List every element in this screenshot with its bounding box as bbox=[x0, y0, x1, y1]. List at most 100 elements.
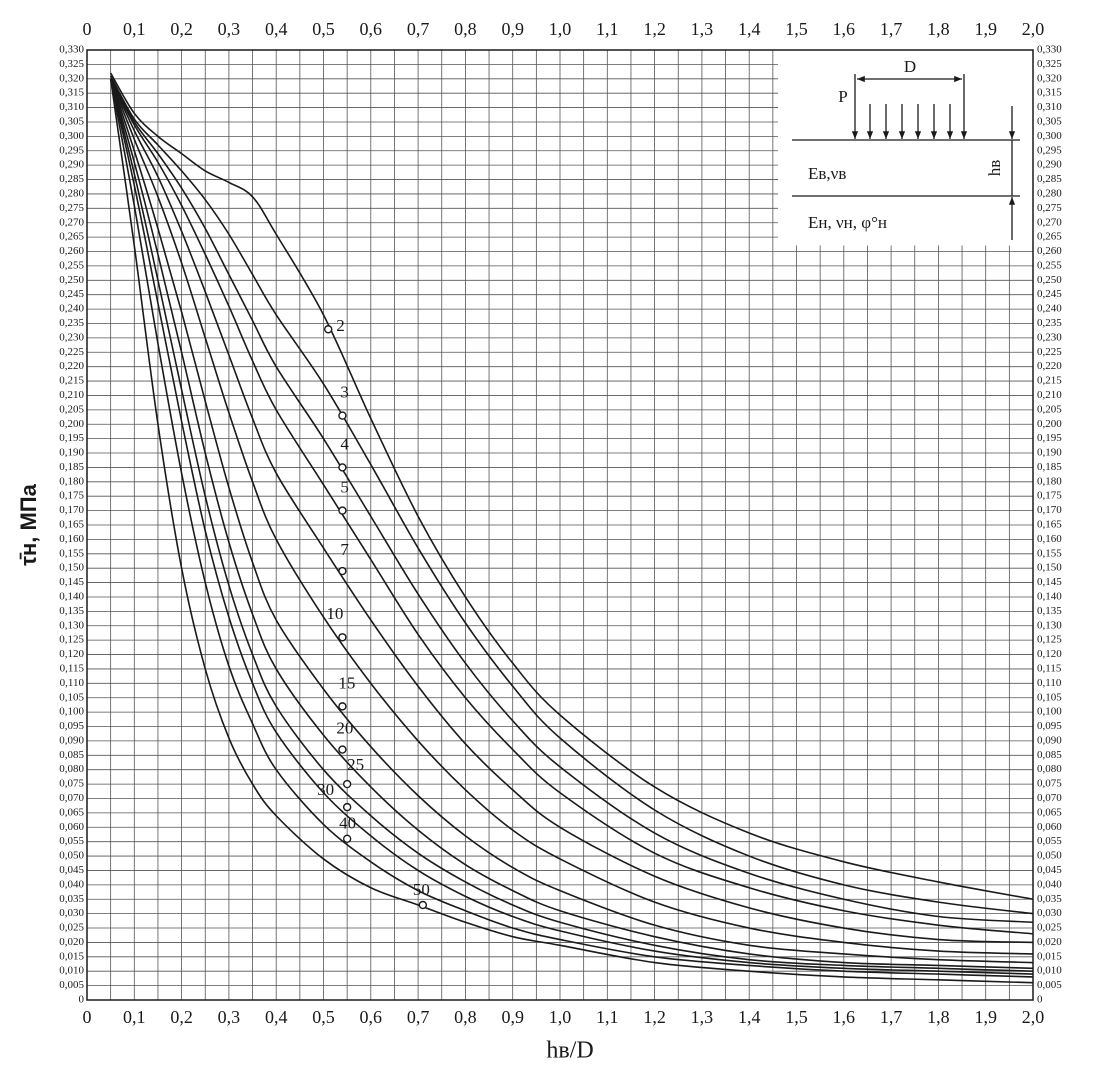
curve-label: 7 bbox=[340, 540, 349, 559]
curve bbox=[109, 78, 1034, 975]
y-tick-label-right: 0,020 bbox=[1037, 936, 1062, 948]
curve-marker bbox=[338, 745, 347, 754]
curve-marker bbox=[342, 834, 352, 843]
y-tick-label-right: 0,265 bbox=[1037, 231, 1062, 243]
y-tick-label-right: 0,280 bbox=[1037, 187, 1062, 199]
y-tick-label-right: 0,160 bbox=[1037, 533, 1062, 545]
x-tick-label-top: 1,2 bbox=[643, 19, 666, 39]
y-tick-label: 0,140 bbox=[59, 591, 84, 603]
y-tick-label-right: 0 bbox=[1037, 994, 1043, 1006]
y-tick-label: 0,215 bbox=[59, 375, 84, 387]
y-tick-label-right: 0,215 bbox=[1037, 375, 1062, 387]
y-tick-label-right: 0,315 bbox=[1037, 87, 1062, 99]
y-tick-label-right: 0,310 bbox=[1037, 101, 1062, 113]
y-tick-label: 0,320 bbox=[59, 72, 84, 84]
curve bbox=[109, 75, 1034, 915]
plot-border bbox=[86, 49, 1034, 1001]
y-tick-label: 0,210 bbox=[59, 389, 84, 401]
y-tick-label: 0,055 bbox=[59, 835, 84, 847]
y-tick-label-right: 0,100 bbox=[1037, 706, 1062, 718]
y-tick-label: 0,260 bbox=[59, 245, 84, 257]
y-tick-label-right: 0,075 bbox=[1037, 778, 1062, 790]
y-tick-label: 0,270 bbox=[59, 216, 84, 228]
y-tick-label: 0 bbox=[79, 994, 85, 1006]
y-tick-label: 0,120 bbox=[59, 648, 84, 660]
y-tick-label-right: 0,125 bbox=[1037, 634, 1062, 646]
x-tick-label-top: 0,5 bbox=[312, 19, 335, 39]
curve bbox=[109, 78, 1034, 984]
y-tick-label-right: 0,295 bbox=[1037, 144, 1062, 156]
curve-marker bbox=[338, 566, 347, 576]
y-tick-label: 0,135 bbox=[59, 605, 84, 617]
curve-marker bbox=[338, 702, 347, 711]
x-tick-label: 1,2 bbox=[643, 1007, 666, 1027]
x-tick-label-top: 1,0 bbox=[549, 19, 572, 39]
y-tick-label: 0,245 bbox=[59, 288, 84, 300]
y-tick-label-right: 0,260 bbox=[1037, 245, 1062, 257]
y-tick-label: 0,040 bbox=[59, 878, 84, 890]
y-tick-label-right: 0,305 bbox=[1037, 116, 1062, 128]
x-tick-label: 1,6 bbox=[833, 1007, 856, 1027]
x-tick-label-top: 0,8 bbox=[454, 19, 477, 39]
x-tick-label-top: 1,4 bbox=[738, 19, 761, 39]
y-tick-label: 0,110 bbox=[60, 677, 85, 689]
y-tick-label-right: 0,110 bbox=[1037, 677, 1062, 689]
y-tick-label-right: 0,025 bbox=[1037, 922, 1062, 934]
y-tick-label-right: 0,085 bbox=[1037, 749, 1062, 761]
y-tick-label-right: 0,035 bbox=[1037, 893, 1062, 905]
y-tick-label: 0,255 bbox=[59, 259, 84, 271]
x-tick-label: 0,8 bbox=[454, 1007, 477, 1027]
y-tick-label: 0,200 bbox=[59, 418, 84, 430]
y-tick-label-right: 0,105 bbox=[1037, 691, 1062, 703]
curve-label: 2 bbox=[336, 316, 345, 335]
y-axis-title: τ̄н, МПа bbox=[16, 483, 41, 565]
y-tick-label-right: 0,015 bbox=[1037, 950, 1062, 962]
y-tick-label-right: 0,030 bbox=[1037, 907, 1062, 919]
thickness-label: hв bbox=[985, 160, 1004, 177]
curve bbox=[109, 78, 1034, 924]
y-tick-label-right: 0,055 bbox=[1037, 835, 1062, 847]
y-tick-label: 0,285 bbox=[59, 173, 84, 185]
x-tick-label: 1,7 bbox=[880, 1007, 903, 1027]
x-tick-label: 0,9 bbox=[501, 1007, 524, 1027]
curve-label: 25 bbox=[347, 755, 364, 774]
y-tick-label: 0,290 bbox=[59, 159, 84, 171]
inset-diagram: P D Eв,νв Eн, νн, φ°н hв bbox=[778, 50, 1033, 246]
lower-layer-label: Eн, νн, φ°н bbox=[808, 213, 887, 232]
y-tick-label: 0,315 bbox=[59, 87, 84, 99]
y-tick-label: 0,240 bbox=[59, 303, 84, 315]
y-tick-label-right: 0,165 bbox=[1037, 519, 1062, 531]
y-tick-label-right: 0,205 bbox=[1037, 403, 1062, 415]
y-tick-label: 0,225 bbox=[59, 346, 84, 358]
diameter-label: D bbox=[904, 57, 916, 76]
y-tick-label-right: 0,325 bbox=[1037, 58, 1062, 70]
x-tick-label-top: 2,0 bbox=[1022, 19, 1045, 39]
x-tick-label-top: 0 bbox=[83, 19, 92, 39]
y-tick-label-right: 0,210 bbox=[1037, 389, 1062, 401]
y-tick-label: 0,080 bbox=[59, 763, 84, 775]
y-tick-label-right: 0,285 bbox=[1037, 173, 1062, 185]
y-tick-label: 0,220 bbox=[59, 360, 84, 372]
y-tick-label-right: 0,275 bbox=[1037, 202, 1062, 214]
x-tick-label: 0,2 bbox=[170, 1007, 193, 1027]
curve-marker bbox=[338, 633, 347, 642]
y-tick-label-right: 0,150 bbox=[1037, 562, 1062, 574]
curve-marker bbox=[342, 802, 352, 812]
upper-layer-label: Eв,νв bbox=[808, 164, 846, 183]
y-tick-label: 0,145 bbox=[59, 576, 84, 588]
y-tick-label: 0,015 bbox=[59, 950, 84, 962]
y-tick-label-right: 0,060 bbox=[1037, 821, 1062, 833]
x-tick-label-top: 1,6 bbox=[833, 19, 856, 39]
y-tick-label: 0,205 bbox=[59, 403, 84, 415]
y-tick-label: 0,325 bbox=[59, 58, 84, 70]
y-tick-label-right: 0,270 bbox=[1037, 216, 1062, 228]
y-tick-label: 0,330 bbox=[59, 44, 84, 56]
y-tick-label: 0,195 bbox=[59, 432, 84, 444]
curve-label: 30 bbox=[317, 780, 334, 799]
y-tick-label-right: 0,235 bbox=[1037, 317, 1062, 329]
y-tick-label: 0,155 bbox=[59, 547, 84, 559]
curve bbox=[109, 78, 1034, 973]
y-tick-label-right: 0,240 bbox=[1037, 303, 1062, 315]
y-tick-label: 0,090 bbox=[59, 734, 84, 746]
